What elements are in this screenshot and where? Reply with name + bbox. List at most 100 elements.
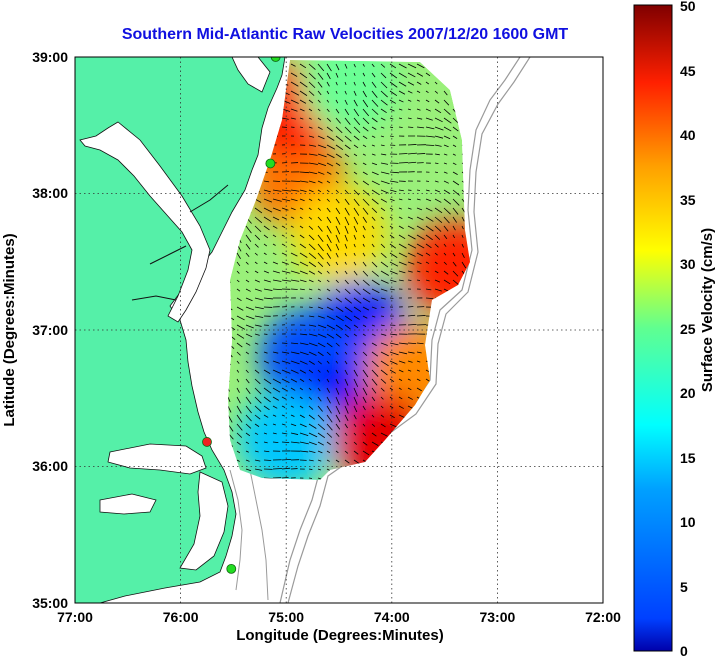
velocity-vector [371, 90, 378, 98]
velocity-vector [398, 387, 402, 390]
velocity-vector [425, 189, 430, 192]
velocity-vector [362, 423, 366, 427]
velocity-vector [362, 207, 369, 215]
velocity-vector [344, 144, 351, 150]
velocity-vector [398, 270, 406, 274]
velocity-vector [362, 162, 367, 166]
velocity-vector [317, 279, 322, 283]
velocity-vector [389, 207, 394, 210]
velocity-vector [425, 81, 430, 85]
velocity-vector [245, 333, 253, 338]
velocity-vector [398, 378, 403, 381]
velocity-vector [245, 234, 252, 242]
velocity-vector [461, 252, 465, 258]
velocity-vector [254, 423, 260, 427]
velocity-vector [371, 180, 380, 186]
velocity-vector [362, 306, 370, 311]
velocity-vector [308, 423, 317, 429]
velocity-vector [344, 450, 349, 454]
velocity-vector [371, 288, 380, 294]
velocity-vector [452, 198, 460, 206]
colorbar-tick-label: 10 [680, 514, 696, 530]
velocity-vector [326, 396, 331, 404]
velocity-vector [335, 378, 339, 384]
velocity-vector [398, 243, 407, 249]
velocity-vector [245, 450, 249, 453]
velocity-vector [362, 117, 370, 125]
velocity-vector [299, 351, 309, 356]
velocity-vector [254, 261, 258, 265]
velocity-vector [425, 144, 435, 146]
velocity-vector [236, 261, 241, 267]
velocity-vector [263, 396, 271, 403]
velocity-vector [290, 360, 300, 365]
river-estuary [99, 493, 157, 515]
velocity-vector [416, 207, 423, 211]
velocity-vector [407, 72, 416, 78]
velocity-vector [308, 108, 313, 112]
velocity-vector [362, 99, 369, 108]
velocity-vector [326, 432, 333, 438]
velocity-vector [407, 323, 417, 326]
velocity-vector [353, 198, 360, 206]
pamlico-sound [179, 471, 229, 571]
velocity-vector [272, 360, 280, 364]
velocity-vector [308, 279, 314, 283]
x-tick-label: 73:00 [479, 609, 515, 625]
velocity-vector [362, 153, 366, 156]
velocity-vector [299, 171, 310, 174]
velocity-vector [335, 126, 343, 134]
velocity-vector [452, 180, 460, 186]
velocity-vector [308, 324, 317, 327]
velocity-vector [362, 414, 366, 419]
velocity-vector [371, 243, 375, 248]
velocity-vector [335, 180, 339, 184]
velocity-vector [362, 243, 365, 247]
velocity-vector [425, 225, 434, 232]
velocity-vector [452, 252, 456, 257]
velocity-vector [281, 261, 289, 265]
velocity-vector [380, 153, 387, 156]
velocity-vector [344, 342, 348, 346]
velocity-vector [407, 207, 412, 210]
velocity-vector [434, 189, 441, 193]
velocity-vector [245, 432, 251, 437]
velocity-vector [317, 414, 325, 422]
velocity-vector [308, 180, 316, 184]
velocity-vector [407, 198, 412, 201]
velocity-vector [272, 405, 278, 409]
velocity-vector [344, 414, 349, 422]
velocity-vector [308, 198, 313, 201]
velocity-vector [416, 360, 421, 363]
velocity-vector [245, 261, 249, 265]
velocity-vector [380, 144, 385, 147]
bathymetry-contours [229, 57, 531, 603]
velocity-patch [238, 391, 335, 480]
velocity-vector [344, 216, 350, 226]
velocity-vector [272, 198, 282, 202]
velocity-vector [290, 261, 300, 266]
velocity-vector [353, 153, 358, 157]
velocity-vector [299, 261, 309, 267]
velocity-vector [407, 360, 413, 363]
velocity-vector [281, 467, 291, 470]
velocity-vector [281, 369, 291, 374]
velocity-vector [326, 243, 332, 252]
velocity-vector [344, 99, 348, 105]
colorbar-gradient [633, 4, 673, 652]
velocity-vector [380, 396, 384, 400]
velocity-vector [308, 396, 313, 400]
velocity-vector [416, 117, 423, 120]
velocity-vector [326, 351, 331, 356]
velocity-vector [434, 153, 440, 156]
velocity-vector [290, 198, 298, 202]
velocity-vector [371, 189, 380, 196]
velocity-vector [299, 243, 307, 249]
velocity-vector [254, 432, 259, 435]
velocity-vector [245, 405, 252, 414]
velocity-vector [317, 405, 323, 412]
velocity-vector [416, 252, 424, 257]
velocity-vector [362, 189, 370, 196]
velocity-vector [344, 243, 348, 249]
velocity-vector [389, 225, 394, 229]
